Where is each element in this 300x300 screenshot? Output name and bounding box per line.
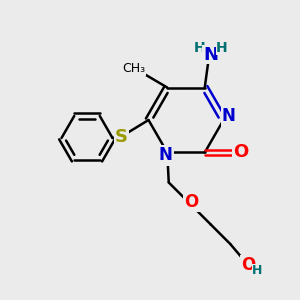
Text: H: H: [216, 41, 228, 55]
Text: N: N: [203, 46, 218, 64]
Text: CH₃: CH₃: [123, 62, 146, 75]
Text: H: H: [194, 41, 206, 55]
Text: S: S: [115, 128, 128, 146]
Text: O: O: [233, 143, 248, 161]
Text: H: H: [252, 265, 262, 278]
Text: N: N: [222, 107, 236, 125]
Text: O: O: [241, 256, 255, 274]
Text: N: N: [159, 146, 173, 164]
Text: O: O: [184, 193, 198, 211]
